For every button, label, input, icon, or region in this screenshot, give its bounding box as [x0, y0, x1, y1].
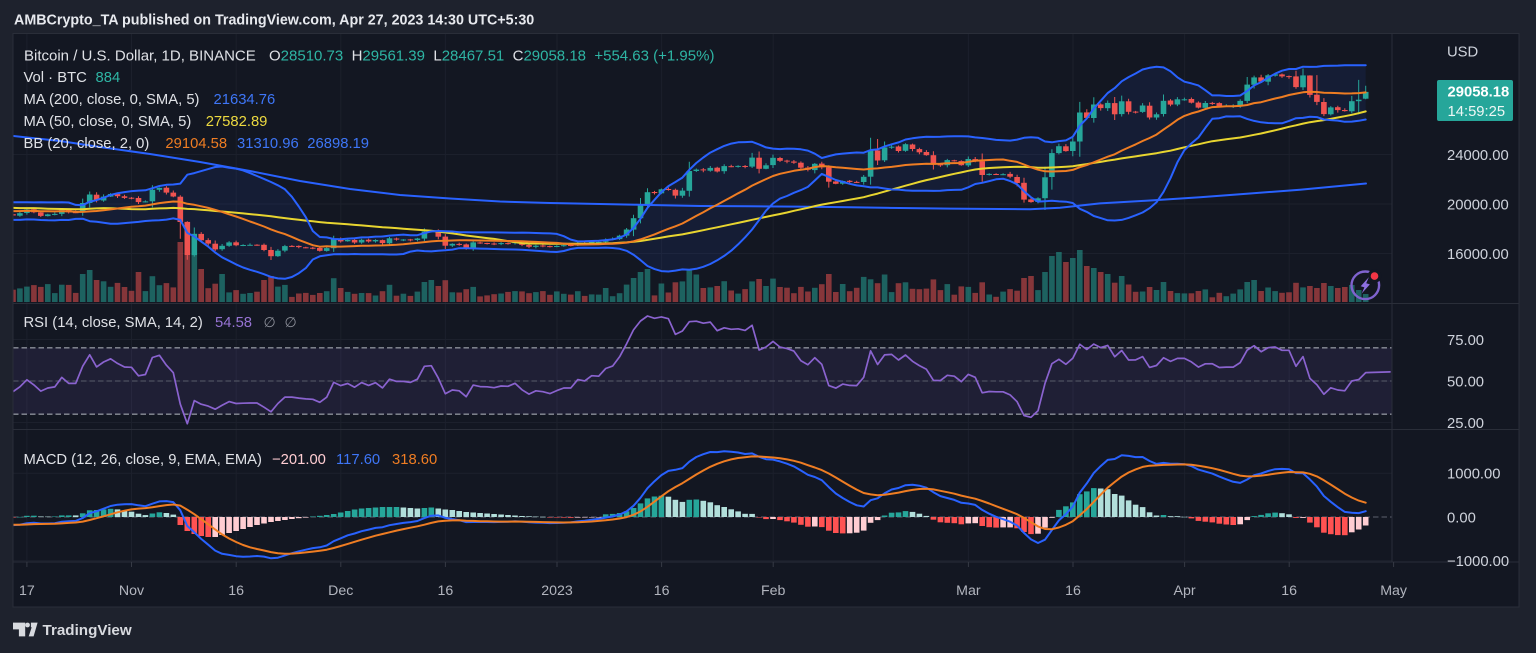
- svg-text:0.00: 0.00: [1447, 510, 1476, 526]
- svg-text:AMBCrypto_TA published on Trad: AMBCrypto_TA published on TradingView.co…: [14, 12, 534, 28]
- svg-text:Vol · BTC: Vol · BTC: [24, 70, 88, 86]
- svg-text:25.00: 25.00: [1447, 416, 1484, 432]
- svg-text:16: 16: [438, 583, 454, 599]
- svg-text:MA (50, close, 0, SMA, 5): MA (50, close, 0, SMA, 5): [24, 114, 192, 130]
- svg-text:Bitcoin / U.S. Dollar, 1D, BIN: Bitcoin / U.S. Dollar, 1D, BINANCE: [24, 47, 256, 64]
- svg-text:2023: 2023: [541, 583, 573, 599]
- svg-text:Nov: Nov: [119, 583, 145, 599]
- svg-text:21634.76: 21634.76: [214, 92, 276, 108]
- svg-text:26898.19: 26898.19: [307, 136, 369, 152]
- svg-text:75.00: 75.00: [1447, 333, 1484, 349]
- svg-text:16: 16: [1281, 583, 1297, 599]
- svg-text:Feb: Feb: [761, 583, 786, 599]
- svg-text:16: 16: [1065, 583, 1081, 599]
- svg-text:MA (200, close, 0, SMA, 5): MA (200, close, 0, SMA, 5): [24, 92, 200, 108]
- svg-text:1000.00: 1000.00: [1447, 467, 1501, 483]
- svg-text:16000.00: 16000.00: [1447, 247, 1509, 263]
- svg-text:31310.96: 31310.96: [237, 136, 299, 152]
- svg-text:USD: USD: [1447, 44, 1478, 60]
- svg-text:24000.00: 24000.00: [1447, 148, 1509, 164]
- svg-text:Dec: Dec: [328, 583, 353, 599]
- svg-text:RSI (14, close, SMA, 14, 2): RSI (14, close, SMA, 14, 2): [24, 315, 203, 331]
- svg-text:MACD (12, 26, close, 9, EMA, E: MACD (12, 26, close, 9, EMA, EMA): [24, 452, 263, 468]
- svg-text:BB (20, close, 2, 0): BB (20, close, 2, 0): [24, 136, 150, 152]
- svg-text:29058.18: 29058.18: [1448, 84, 1510, 100]
- svg-text:16: 16: [654, 583, 670, 599]
- svg-text:29104.58: 29104.58: [165, 136, 227, 152]
- svg-text:∅: ∅: [285, 314, 297, 330]
- svg-text:∅: ∅: [264, 314, 276, 330]
- svg-text:318.60: 318.60: [392, 452, 437, 468]
- svg-text:20000.00: 20000.00: [1447, 197, 1509, 213]
- svg-text:−201.00: −201.00: [272, 452, 326, 468]
- svg-text:14:59:25: 14:59:25: [1448, 104, 1506, 120]
- svg-text:17: 17: [19, 583, 35, 599]
- svg-text:May: May: [1380, 583, 1408, 599]
- svg-text:Mar: Mar: [956, 583, 981, 599]
- svg-text:TradingView: TradingView: [43, 622, 132, 639]
- svg-text:50.00: 50.00: [1447, 374, 1484, 390]
- svg-text:27582.89: 27582.89: [206, 114, 268, 130]
- svg-text:884: 884: [96, 70, 121, 86]
- svg-text:O28510.73 H29561.39 L28467.5: O28510.73 H29561.39 L28467.51 C29058.18 …: [269, 47, 714, 64]
- svg-text:16: 16: [228, 583, 244, 599]
- svg-text:−1000.00: −1000.00: [1447, 554, 1509, 570]
- svg-text:54.58: 54.58: [215, 315, 252, 331]
- svg-text:Apr: Apr: [1174, 583, 1196, 599]
- svg-text:117.60: 117.60: [336, 452, 380, 468]
